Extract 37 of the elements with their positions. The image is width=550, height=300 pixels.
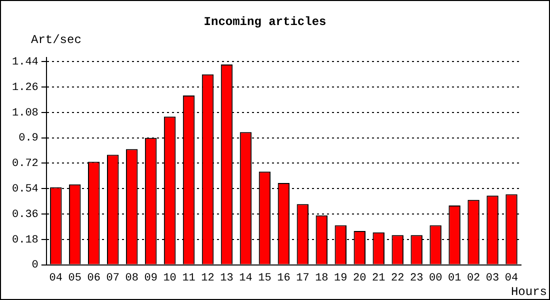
y-axis-title: Art/sec [31, 33, 82, 47]
x-tick-label: 18 [315, 272, 328, 284]
x-tick-label: 14 [239, 272, 253, 284]
y-tick-label: 0.54 [12, 184, 39, 196]
chart-title: Incoming articles [204, 15, 326, 30]
x-tick-label: 08 [125, 272, 138, 284]
x-tick-label: 16 [277, 272, 290, 284]
x-tick-label: 11 [182, 272, 196, 284]
x-tick-label: 06 [87, 272, 100, 284]
x-tick-label: 04 [49, 272, 63, 284]
x-axis-title: Hours [510, 285, 547, 299]
x-tick-label: 09 [144, 272, 158, 284]
x-tick-label: 05 [68, 272, 82, 284]
x-tick-label: 21 [372, 272, 386, 284]
x-tick-label: 13 [220, 272, 234, 284]
x-tick-label: 00 [428, 272, 442, 284]
x-tick-label: 03 [486, 272, 500, 284]
x-tick-label: 12 [201, 272, 214, 284]
x-tick-label: 23 [410, 272, 424, 284]
y-tick-label: 1.08 [12, 107, 38, 120]
y-tick-label: 0.9 [18, 132, 38, 145]
x-tick-label: 04 [504, 272, 519, 284]
x-tick-label: 22 [391, 272, 404, 284]
x-tick-label: 15 [258, 272, 272, 284]
x-tick-label: 19 [334, 272, 348, 284]
x-tick-label: 07 [106, 272, 120, 284]
y-tick-label: 1.44 [12, 56, 39, 69]
y-tick-label: 0.18 [12, 234, 38, 246]
y-tick-label: 0 [32, 260, 38, 272]
x-tick-label: 02 [466, 272, 480, 284]
y-tick-label: 1.26 [12, 82, 38, 94]
x-tick-label: 01 [448, 272, 462, 284]
x-tick-label: 20 [353, 272, 366, 284]
y-tick-label: 0.72 [12, 158, 38, 170]
x-tick-label: 17 [296, 272, 310, 284]
y-tick-label: 0.36 [12, 208, 38, 221]
x-tick-label: 10 [163, 272, 176, 284]
